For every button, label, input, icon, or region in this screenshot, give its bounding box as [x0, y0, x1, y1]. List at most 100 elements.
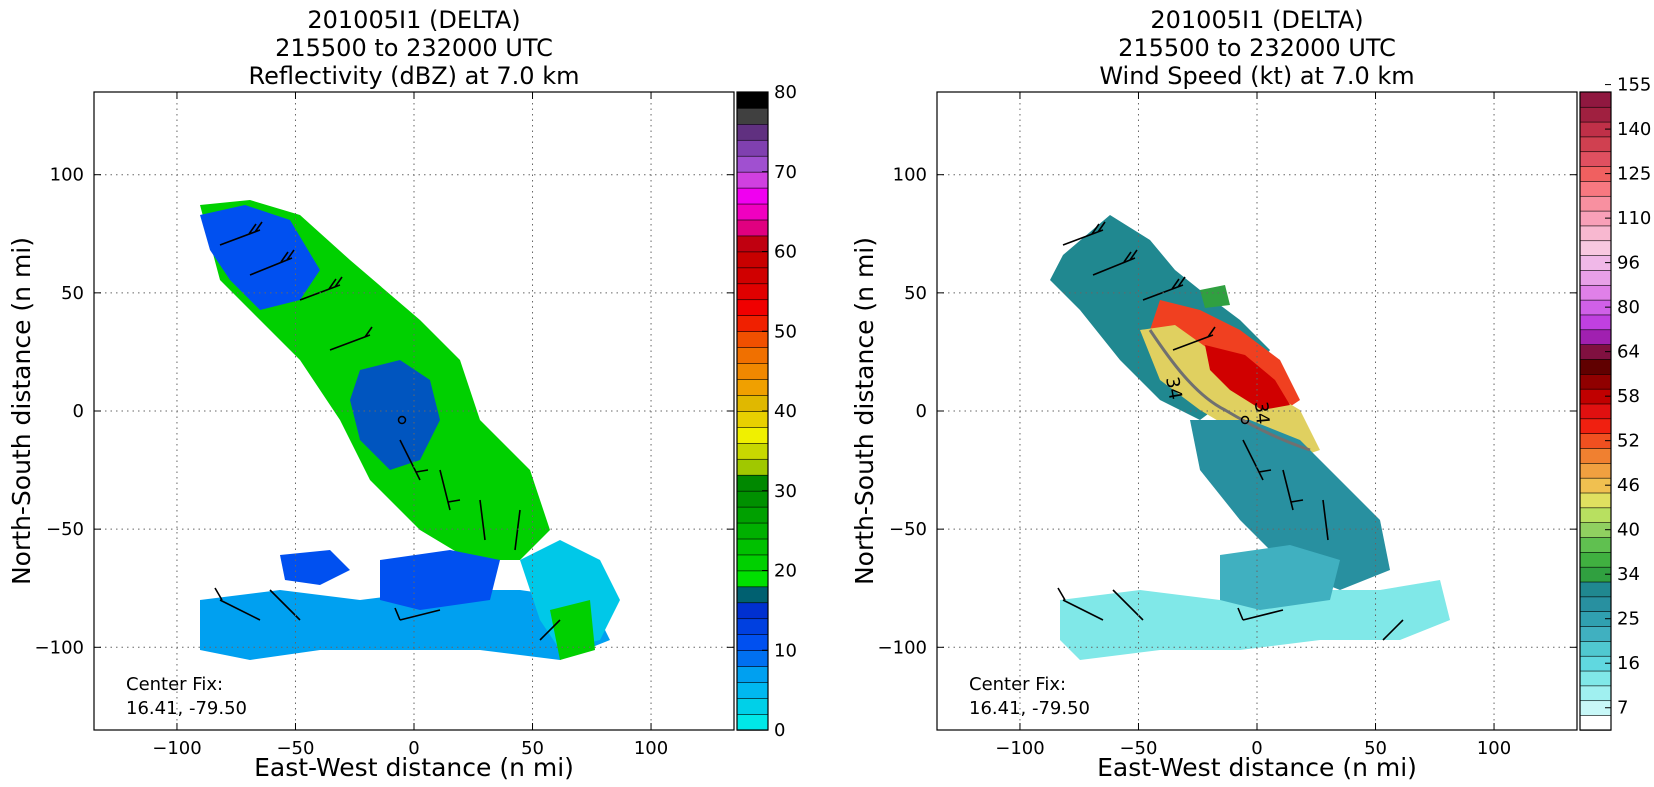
y-tick-label: 0 — [916, 401, 927, 422]
wind-field-southeast-band — [1190, 420, 1390, 590]
reflectivity-echo-south-green — [550, 600, 595, 660]
wind-wind-barbs — [1057, 221, 1404, 641]
y-tick-label: 100 — [50, 165, 84, 186]
colorbar-segment — [736, 346, 769, 364]
colorbar-segment — [736, 330, 769, 348]
wind-barb — [1172, 326, 1216, 351]
colorbar-segment — [736, 283, 769, 301]
colorbar-segment — [736, 618, 769, 635]
wind-ticks: −100 −50 0 50 100 −100 −50 0 50 100 — [878, 92, 1577, 759]
colorbar-segment — [736, 155, 769, 173]
reflectivity-title-line-1: 201005I1 (DELTA) — [307, 6, 520, 34]
y-tick-label: −100 — [35, 637, 84, 658]
y-tick-label: 50 — [61, 283, 84, 304]
colorbar-segment — [1579, 403, 1612, 420]
colorbar-segment — [1579, 136, 1612, 153]
colorbar-segment — [1579, 329, 1612, 345]
colorbar-segment — [1579, 507, 1612, 523]
colorbar-tick-label: 110 — [1617, 208, 1651, 229]
contour-label: 34 — [1161, 375, 1186, 401]
colorbar-segment — [1579, 240, 1612, 256]
colorbar-segment — [736, 362, 769, 380]
colorbar-tick-label: 40 — [774, 401, 797, 422]
colorbar-segment — [1579, 685, 1612, 702]
colorbar-tick-label: 140 — [1617, 119, 1651, 140]
x-tick-label: −50 — [1119, 738, 1157, 759]
colorbar-segment — [736, 570, 769, 588]
colorbar-segment — [1579, 640, 1612, 657]
colorbar-segment — [736, 474, 769, 492]
x-tick-label: −100 — [152, 738, 201, 759]
reflectivity-echo-blue-west — [200, 205, 320, 310]
colorbar-segment — [736, 203, 769, 221]
wind-barb — [249, 249, 295, 276]
colorbar-segment — [1579, 447, 1612, 464]
reflectivity-field — [200, 200, 620, 660]
colorbar-segment — [1579, 418, 1612, 434]
colorbar-segment — [1579, 284, 1612, 301]
wind-34kt-contour — [1148, 329, 1311, 452]
colorbar-segment — [1579, 106, 1612, 123]
wind-barb — [514, 509, 521, 551]
wind-barb — [539, 619, 561, 641]
y-tick-label: 0 — [73, 401, 84, 422]
colorbar-tick-label: 7 — [1617, 698, 1628, 719]
colorbar-tick-label: 64 — [1617, 342, 1640, 363]
colorbar-segment — [736, 602, 769, 620]
colorbar-segment — [736, 697, 769, 715]
colorbar-segment — [1579, 269, 1612, 286]
colorbar-segment — [1579, 462, 1612, 479]
y-tick-label: 100 — [893, 165, 927, 186]
storm-center-marker — [397, 415, 407, 425]
colorbar-tick-label: 80 — [1617, 297, 1640, 318]
colorbar-segment — [736, 410, 769, 428]
colorbar-segment — [1579, 714, 1612, 731]
reflectivity-grid — [94, 92, 734, 730]
colorbar-tick-label: 58 — [1617, 386, 1640, 407]
colorbar-tick-label: 16 — [1617, 653, 1640, 674]
colorbar-tick-label: 52 — [1617, 431, 1640, 452]
colorbar-segment — [736, 235, 769, 253]
y-tick-label: −50 — [46, 519, 84, 540]
wind-colorbar: 7 16 25 34 40 46 52 58 64 80 96 110 125 140 155 — [1579, 75, 1651, 731]
colorbar-segment — [736, 665, 769, 683]
colorbar-segment — [1579, 358, 1612, 375]
colorbar-segment — [736, 139, 769, 157]
colorbar-segment — [736, 554, 769, 572]
colorbar-tick-label: 96 — [1617, 253, 1640, 274]
wind-title-line-2: 215500 to 232000 UTC — [1118, 34, 1396, 62]
x-tick-label: 0 — [408, 738, 419, 759]
wind-barb — [329, 326, 373, 351]
reflectivity-title-line-3: Reflectivity (dBZ) at 7.0 km — [249, 62, 580, 90]
reflectivity-echo-blue-core — [350, 360, 440, 470]
colorbar-segment — [736, 586, 769, 604]
reflectivity-y-axis-label: North-South distance (n mi) — [7, 237, 36, 585]
colorbar-tick-label: 25 — [1617, 609, 1640, 630]
colorbar-segment — [1579, 670, 1612, 687]
colorbar-segment — [1579, 581, 1612, 598]
colorbar-tick-label: 50 — [774, 321, 797, 342]
reflectivity-echo-blob-west — [280, 550, 350, 585]
wind-barb — [399, 439, 429, 481]
colorbar-segment — [736, 314, 769, 332]
x-tick-label: 100 — [1477, 738, 1511, 759]
wind-x-axis-label: East-West distance (n mi) — [1097, 753, 1417, 782]
colorbar-segment — [736, 123, 769, 141]
wind-barb — [1382, 619, 1404, 641]
colorbar-segment — [736, 267, 769, 285]
reflectivity-title-line-2: 215500 to 232000 UTC — [275, 34, 553, 62]
wind-field-small-cell — [1200, 285, 1230, 308]
colorbar-segment — [1579, 180, 1612, 197]
colorbar-segment — [736, 378, 769, 396]
x-tick-label: 50 — [1364, 738, 1387, 759]
colorbar-segment — [1579, 373, 1612, 390]
y-tick-label: −100 — [878, 637, 927, 658]
wind-field-south-band — [1060, 580, 1450, 660]
wind-barb — [1282, 469, 1304, 511]
x-tick-label: −100 — [995, 738, 1044, 759]
reflectivity-ticks: −100 −50 0 50 100 −100 −50 0 50 100 — [35, 92, 734, 759]
wind-barb — [394, 607, 441, 621]
colorbar-segment — [736, 633, 769, 651]
wind-barb — [1057, 587, 1104, 621]
